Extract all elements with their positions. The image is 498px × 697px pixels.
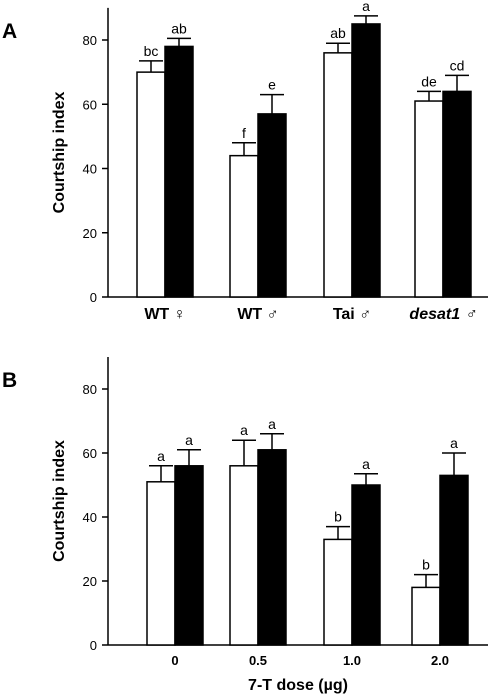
bar — [351, 484, 381, 646]
y-tick-label: 40 — [83, 510, 97, 525]
bar — [136, 71, 166, 298]
y-tick-label: 0 — [90, 290, 97, 305]
panel-label: A — [2, 20, 17, 43]
bar — [257, 449, 287, 646]
x-tick-label: WT ♀ — [144, 306, 185, 323]
y-tick-label: 60 — [83, 446, 97, 461]
panel-label: B — [2, 369, 17, 392]
bar — [351, 23, 381, 298]
bar — [164, 45, 194, 298]
bar — [229, 154, 259, 298]
x-tick-label: WT ♂ — [237, 306, 278, 323]
x-tick-label: desat1 ♂ — [409, 306, 476, 323]
bar — [411, 586, 441, 646]
panel-b: B 0 20 40 60 80 Courtship index a a 0 a a 0.5 b a 1.0 b a… — [2, 357, 488, 694]
significance-letter: a — [268, 416, 276, 432]
significance-letter: a — [362, 456, 370, 472]
y-tick-label: 20 — [83, 574, 97, 589]
bar — [414, 100, 444, 298]
significance-letter: f — [242, 125, 246, 141]
significance-letter: de — [421, 73, 437, 89]
significance-letter: cd — [450, 57, 465, 73]
significance-letter: bc — [144, 43, 159, 59]
significance-letter: ab — [330, 25, 346, 41]
x-tick-label: 1.0 — [343, 653, 361, 668]
significance-letter: a — [185, 432, 193, 448]
significance-letter: b — [422, 557, 430, 573]
significance-letter: ab — [171, 20, 187, 36]
significance-letter: b — [334, 509, 342, 525]
bar — [439, 474, 469, 646]
significance-letter: e — [268, 77, 276, 93]
significance-letter: a — [450, 435, 458, 451]
bar — [323, 52, 353, 298]
y-axis-label: Courtship index — [51, 440, 68, 562]
bar — [442, 90, 472, 298]
y-tick-label: 20 — [83, 226, 97, 241]
significance-letter: a — [362, 0, 370, 14]
y-tick-label: 80 — [83, 33, 97, 48]
y-tick-label: 80 — [83, 382, 97, 397]
y-tick-label: 60 — [83, 97, 97, 112]
bar — [146, 481, 176, 646]
significance-letter: a — [240, 422, 248, 438]
y-tick-label: 40 — [83, 162, 97, 177]
y-tick-label: 0 — [90, 638, 97, 653]
x-tick-label: 2.0 — [431, 653, 449, 668]
bar — [257, 113, 287, 298]
x-tick-label: 0.5 — [249, 653, 267, 668]
x-axis-label: 7-T dose (µg) — [248, 677, 348, 694]
x-tick-label: 0 — [171, 653, 178, 668]
bar — [229, 465, 259, 646]
y-axis-label: Courtship index — [51, 91, 68, 213]
bar — [174, 465, 204, 646]
bar — [323, 538, 353, 646]
significance-letter: a — [157, 448, 165, 464]
x-tick-label: Tai ♂ — [333, 306, 371, 323]
